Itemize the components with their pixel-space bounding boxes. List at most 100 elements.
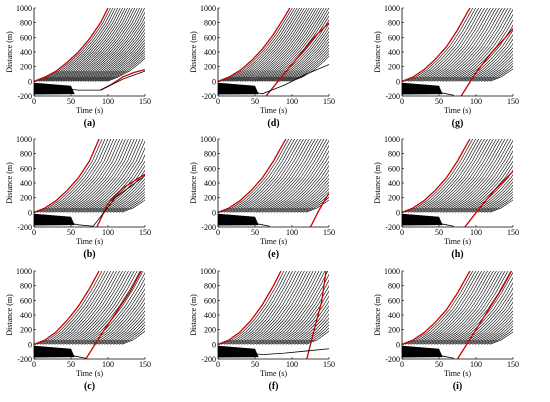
trajectory-line [60,271,126,345]
x-tick-label: 150 [323,228,335,237]
trajectory-line [472,181,513,213]
trajectory-line [241,139,310,213]
trajectory-line [241,271,305,345]
trajectory-line [102,53,145,82]
x-tick-label: 100 [286,228,298,237]
x-tick-label: 0 [32,228,36,237]
plot-area [402,139,513,227]
series-line [34,271,100,345]
trajectory-line [422,139,491,213]
trajectory-line [89,288,145,345]
trajectory-line [90,39,145,82]
trajectory-line [425,8,494,82]
trajectory-line [460,297,513,345]
x-tick-label: 50 [435,360,443,369]
trajectory-line [69,271,135,345]
trajectory-line [247,8,320,82]
x-tick-label: 150 [507,97,519,106]
trajectory-line [475,316,513,345]
trajectory-line [92,292,145,345]
y-tick-label: 0 [396,340,400,349]
x-axis-label: Time (s) [444,237,471,246]
trajectory-line [419,271,488,345]
trajectory-line [478,188,513,213]
trajectory-line [259,11,329,82]
trajectory-line [463,301,513,345]
x-axis-label: Time (s) [260,106,287,115]
trajectory-line [39,139,106,213]
y-axis-label: Distance (m) [373,162,382,204]
trajectory-line [425,271,494,345]
trajectory-line [66,271,132,345]
trajectory-line [104,181,145,213]
trajectory-line [110,317,145,345]
trajectory-line [51,271,117,345]
trajectory-line [227,8,300,82]
trajectory-line [98,174,145,213]
trajectory-line [481,191,513,213]
panel-label: (g) [452,118,464,129]
y-tick-label: -200 [201,223,216,232]
x-axis-label: Time (s) [76,369,103,378]
trajectory-line [39,271,106,345]
trajectory-line [254,8,327,82]
x-tick-label: 50 [251,97,259,106]
trajectory-line [118,327,145,345]
trajectory-line [448,277,513,345]
trajectory-line [294,188,329,213]
trajectory-line [276,290,329,345]
x-tick-label: 50 [435,228,443,237]
trajectory-line [220,8,293,82]
y-tick-label: -200 [201,355,216,364]
y-axis-label: Distance (m) [373,31,382,73]
trajectory-line [45,271,112,345]
trajectory-line [445,9,513,82]
trajectory-line [276,165,329,213]
x-tick-label: 100 [102,360,114,369]
trajectory-line [121,330,145,345]
plot-area [402,8,513,96]
trajectory-line [457,29,513,82]
x-axis-label: Time (s) [260,369,287,378]
trajectory-line [489,68,513,82]
trajectory-line [80,272,145,345]
trajectory-line [36,8,111,82]
trajectory-line [463,169,513,213]
trajectory-line [222,8,295,82]
trajectory-line [428,139,497,213]
trajectory-line [249,8,322,82]
y-tick-label: -200 [17,223,32,232]
trajectory-line [283,47,329,82]
trajectory-line [95,169,145,213]
trajectory-line [404,139,474,213]
y-tick-label: -200 [385,223,400,232]
x-tick-label: 0 [32,97,36,106]
trajectory-line [75,16,145,82]
series-line [402,271,471,345]
x-tick-label: 50 [435,97,443,106]
trajectory-line [469,310,513,345]
y-tick-label: 1000 [16,135,32,144]
trajectory-line [104,310,145,345]
trajectory-line [410,271,480,345]
x-tick-label: 150 [139,228,151,237]
x-tick-label: 100 [102,97,114,106]
trajectory-line [65,8,141,82]
x-tick-label: 0 [216,360,220,369]
trajectory-line [279,295,329,345]
x-tick-label: 50 [251,228,259,237]
trajectory-line [489,199,513,213]
y-tick-label: 800 [20,19,32,28]
trajectory-line [42,139,109,213]
y-tick-label: 0 [212,340,216,349]
trajectory-line [279,169,329,213]
trajectory-line [413,8,483,82]
trajectory-line [437,271,506,345]
series-line [265,22,329,96]
trajectory-line [434,139,503,213]
